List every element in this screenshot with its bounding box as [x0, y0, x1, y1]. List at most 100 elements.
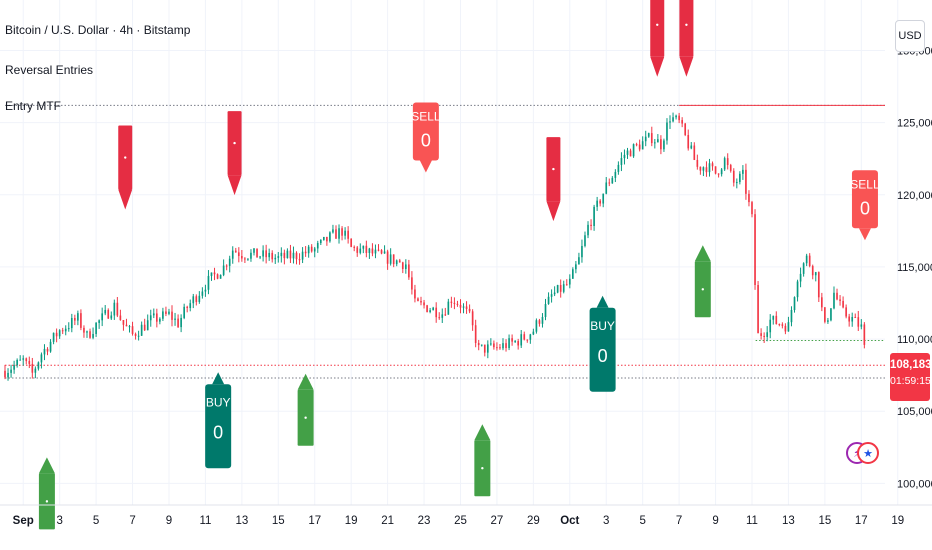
candle-body [480, 344, 483, 346]
candle-body [483, 344, 486, 353]
time-tick-label: 23 [418, 515, 431, 527]
candle-body [356, 247, 359, 253]
time-tick-label: 15 [272, 515, 285, 527]
candle-body [650, 133, 653, 144]
candle-body [335, 229, 337, 239]
candle-body [286, 250, 289, 259]
candle-body [70, 318, 73, 329]
candle-body [535, 320, 538, 332]
candle-body [231, 250, 234, 259]
time-tick-label: 7 [129, 515, 135, 527]
candle-body [101, 313, 104, 321]
candle-body [705, 167, 708, 173]
candle-body [444, 314, 447, 316]
candle-body [225, 265, 228, 267]
candle-body [241, 256, 243, 259]
candle-body [508, 338, 510, 349]
sell-signal-dot [656, 23, 659, 26]
candle-body [262, 250, 264, 257]
candle-body [793, 297, 796, 310]
candle-body [207, 275, 210, 290]
signals: SELL 0 SELL 0 BUY 0 BUY 0 [38, 0, 880, 530]
candle-body [824, 307, 826, 322]
candle-body [253, 248, 255, 253]
candle-body [593, 206, 595, 226]
candle-body [256, 248, 258, 258]
candle-body [450, 301, 453, 303]
candle-body [854, 317, 857, 319]
candle-body [781, 324, 784, 326]
candle-body [438, 317, 441, 319]
candle-body [277, 256, 280, 258]
candle-body [237, 252, 240, 257]
indicator-entry-mtf[interactable]: Entry MTF [5, 99, 61, 113]
candle-body [493, 343, 495, 348]
candle-body [778, 324, 781, 326]
sell-signal-marker [650, 0, 665, 57]
sell-label-text: SELL [850, 177, 880, 191]
candle-body [726, 158, 729, 166]
indicator-reversal-entries[interactable]: Reversal Entries [5, 63, 94, 77]
time-tick-label: 9 [712, 515, 718, 527]
candle-body [596, 200, 598, 207]
candle-body [46, 348, 49, 352]
candle-body [380, 250, 383, 254]
candle-body [365, 245, 368, 253]
symbol-title: Bitcoin / U.S. Dollar · 4h · Bitstamp [5, 23, 191, 37]
buy-signal-dot [45, 500, 49, 503]
candle-body [456, 303, 459, 305]
candle-body [590, 224, 592, 226]
candle-body [341, 228, 343, 236]
candle-body [140, 324, 143, 336]
candle-body [411, 277, 413, 290]
time-tick-label: 3 [603, 515, 609, 527]
candle-body [626, 150, 629, 155]
candle-body [22, 358, 25, 360]
price-axis[interactable]: 100,000 105,000 110,000 115,000 120,000 125,0… [897, 46, 932, 491]
candle-body [244, 258, 246, 260]
time-tick-label: 25 [454, 515, 467, 527]
candle-body [547, 296, 550, 305]
currency-button[interactable]: USD [895, 20, 925, 52]
last-price: 108,183 [890, 359, 932, 371]
candle-body [374, 249, 377, 254]
candle-body [398, 260, 401, 263]
candle-body [332, 229, 334, 233]
candle-body [584, 235, 586, 246]
candle-body [168, 311, 170, 314]
candle-body [553, 292, 556, 295]
candle-body [344, 230, 346, 236]
candle-body [641, 141, 644, 150]
candle-body [845, 307, 847, 317]
candle-body [389, 254, 392, 264]
candle-body [228, 258, 231, 266]
candle-body [587, 224, 589, 236]
candle-body [198, 295, 201, 302]
us-flag-icon[interactable]: ★ [857, 442, 879, 464]
candle-body [802, 263, 805, 274]
candle-body [678, 115, 680, 121]
candle-body [19, 359, 22, 361]
candle-body [575, 264, 577, 270]
time-tick-label: Sep [13, 515, 34, 527]
candle-body [371, 248, 374, 254]
candle-body [708, 163, 711, 173]
sell-signal-arrow [546, 201, 561, 222]
candle-body [699, 166, 702, 171]
candle-body [796, 281, 799, 298]
candle-body [298, 259, 301, 261]
candle-body [830, 308, 832, 321]
sell-signal-dot [685, 23, 688, 26]
candle-body [107, 309, 110, 319]
candle-body [359, 248, 362, 253]
time-axis[interactable]: Sep 3 5 7 9 11 13 15 17 19 21 23 25 27 29 Oct 3 5 7 9 11 13 15… [0, 504, 932, 527]
candle-body [420, 300, 422, 303]
candle-body [219, 274, 222, 279]
candle-body [532, 331, 535, 335]
candle-body [462, 306, 465, 308]
candle-body [122, 320, 125, 325]
price-tick-label: 100,000 [897, 478, 932, 490]
candle-body [13, 365, 15, 370]
candle-body [714, 166, 717, 174]
